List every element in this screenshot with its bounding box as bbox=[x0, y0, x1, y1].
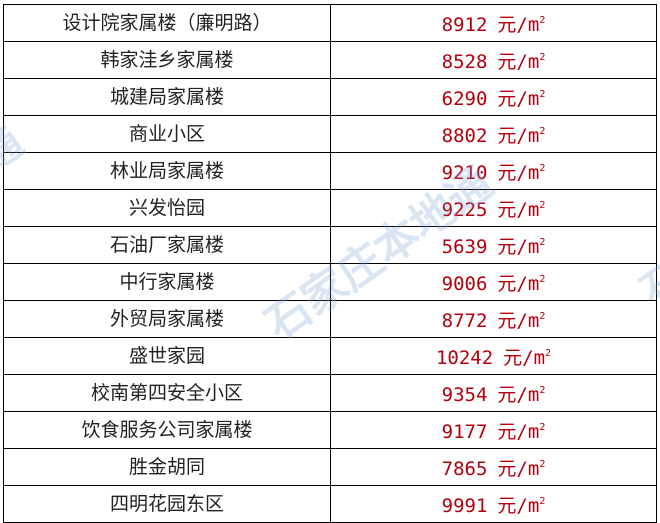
price-value: 8802 bbox=[441, 125, 488, 147]
unit-exponent: 2 bbox=[539, 126, 546, 137]
community-name: 林业局家属楼 bbox=[3, 152, 331, 190]
unit-exponent: 2 bbox=[545, 348, 552, 359]
unit-base: 元/m bbox=[497, 88, 540, 110]
price-unit: 元/m2 bbox=[497, 51, 545, 73]
price-cell: 8772 元/m2 bbox=[330, 300, 657, 338]
price-value: 9006 bbox=[441, 273, 488, 295]
table-row: 外贸局家属楼 8772 元/m2 bbox=[3, 300, 657, 338]
price-value: 9225 bbox=[441, 199, 488, 221]
price-value: 8772 bbox=[441, 310, 488, 332]
table-row: 中行家属楼 9006 元/m2 bbox=[3, 263, 657, 301]
table-row: 校南第四安全小区 9354 元/m2 bbox=[3, 374, 657, 412]
community-name: 韩家洼乡家属楼 bbox=[3, 41, 331, 79]
unit-exponent: 2 bbox=[539, 237, 546, 248]
table-row: 城建局家属楼 6290 元/m2 bbox=[3, 78, 657, 116]
community-name: 饮食服务公司家属楼 bbox=[3, 411, 331, 449]
community-name: 四明花园东区 bbox=[3, 485, 331, 523]
price-cell: 9354 元/m2 bbox=[330, 374, 657, 412]
price-value: 10242 bbox=[435, 347, 494, 369]
unit-exponent: 2 bbox=[539, 496, 546, 507]
table-row: 商业小区 8802 元/m2 bbox=[3, 115, 657, 153]
unit-exponent: 2 bbox=[539, 311, 546, 322]
unit-base: 元/m bbox=[497, 51, 540, 73]
price-unit: 元/m2 bbox=[497, 495, 545, 517]
price-cell: 9177 元/m2 bbox=[330, 411, 657, 449]
price-cell: 9991 元/m2 bbox=[330, 485, 657, 523]
unit-base: 元/m bbox=[497, 458, 540, 480]
price-cell: 8912 元/m2 bbox=[330, 4, 657, 42]
price-value: 9354 bbox=[441, 384, 488, 406]
price-value: 9991 bbox=[441, 495, 488, 517]
price-table: 设计院家属楼（廉明路） 8912 元/m2 韩家洼乡家属楼 8528 元/m2 城建局家属楼… bbox=[3, 4, 657, 523]
community-name: 盛世家园 bbox=[3, 337, 331, 375]
unit-base: 元/m bbox=[497, 199, 540, 221]
table-row: 韩家洼乡家属楼 8528 元/m2 bbox=[3, 41, 657, 79]
price-cell: 6290 元/m2 bbox=[330, 78, 657, 116]
price-unit: 元/m2 bbox=[497, 88, 545, 110]
price-unit: 元/m2 bbox=[497, 236, 545, 258]
price-unit: 元/m2 bbox=[497, 458, 545, 480]
unit-exponent: 2 bbox=[539, 52, 546, 63]
price-unit: 元/m2 bbox=[497, 162, 545, 184]
community-name: 外贸局家属楼 bbox=[3, 300, 331, 338]
price-value: 8528 bbox=[441, 51, 488, 73]
unit-base: 元/m bbox=[497, 273, 540, 295]
unit-base: 元/m bbox=[497, 495, 540, 517]
unit-base: 元/m bbox=[497, 14, 540, 36]
community-name: 设计院家属楼（廉明路） bbox=[3, 4, 331, 42]
price-cell: 8528 元/m2 bbox=[330, 41, 657, 79]
unit-base: 元/m bbox=[503, 347, 546, 369]
price-value: 6290 bbox=[441, 88, 488, 110]
unit-exponent: 2 bbox=[539, 89, 546, 100]
unit-exponent: 2 bbox=[539, 385, 546, 396]
table-row: 盛世家园 10242 元/m2 bbox=[3, 337, 657, 375]
price-unit: 元/m2 bbox=[503, 347, 551, 369]
table-row: 林业局家属楼 9210 元/m2 bbox=[3, 152, 657, 190]
price-cell: 10242 元/m2 bbox=[330, 337, 657, 375]
table-row: 兴发怡园 9225 元/m2 bbox=[3, 189, 657, 227]
price-unit: 元/m2 bbox=[497, 14, 545, 36]
community-name: 商业小区 bbox=[3, 115, 331, 153]
price-value: 9210 bbox=[441, 162, 488, 184]
unit-base: 元/m bbox=[497, 310, 540, 332]
community-name: 校南第四安全小区 bbox=[3, 374, 331, 412]
price-value: 8912 bbox=[441, 14, 488, 36]
price-cell: 9210 元/m2 bbox=[330, 152, 657, 190]
table-row: 饮食服务公司家属楼 9177 元/m2 bbox=[3, 411, 657, 449]
unit-exponent: 2 bbox=[539, 422, 546, 433]
unit-base: 元/m bbox=[497, 384, 540, 406]
table-row: 胜金胡同 7865 元/m2 bbox=[3, 448, 657, 486]
table-row: 四明花园东区 9991 元/m2 bbox=[3, 485, 657, 523]
price-unit: 元/m2 bbox=[497, 273, 545, 295]
unit-base: 元/m bbox=[497, 421, 540, 443]
community-name: 城建局家属楼 bbox=[3, 78, 331, 116]
unit-exponent: 2 bbox=[539, 163, 546, 174]
unit-base: 元/m bbox=[497, 162, 540, 184]
price-unit: 元/m2 bbox=[497, 421, 545, 443]
price-cell: 9006 元/m2 bbox=[330, 263, 657, 301]
price-unit: 元/m2 bbox=[497, 310, 545, 332]
table-row: 石油厂家属楼 5639 元/m2 bbox=[3, 226, 657, 264]
table-row: 设计院家属楼（廉明路） 8912 元/m2 bbox=[3, 4, 657, 42]
unit-exponent: 2 bbox=[539, 274, 546, 285]
price-cell: 8802 元/m2 bbox=[330, 115, 657, 153]
price-unit: 元/m2 bbox=[497, 384, 545, 406]
price-unit: 元/m2 bbox=[497, 125, 545, 147]
unit-exponent: 2 bbox=[539, 200, 546, 211]
community-name: 兴发怡园 bbox=[3, 189, 331, 227]
unit-base: 元/m bbox=[497, 125, 540, 147]
community-name: 胜金胡同 bbox=[3, 448, 331, 486]
unit-base: 元/m bbox=[497, 236, 540, 258]
price-cell: 5639 元/m2 bbox=[330, 226, 657, 264]
price-cell: 7865 元/m2 bbox=[330, 448, 657, 486]
price-value: 5639 bbox=[441, 236, 488, 258]
price-value: 7865 bbox=[441, 458, 488, 480]
price-unit: 元/m2 bbox=[497, 199, 545, 221]
community-name: 中行家属楼 bbox=[3, 263, 331, 301]
community-name: 石油厂家属楼 bbox=[3, 226, 331, 264]
price-value: 9177 bbox=[441, 421, 488, 443]
unit-exponent: 2 bbox=[539, 459, 546, 470]
price-cell: 9225 元/m2 bbox=[330, 189, 657, 227]
unit-exponent: 2 bbox=[539, 15, 546, 26]
